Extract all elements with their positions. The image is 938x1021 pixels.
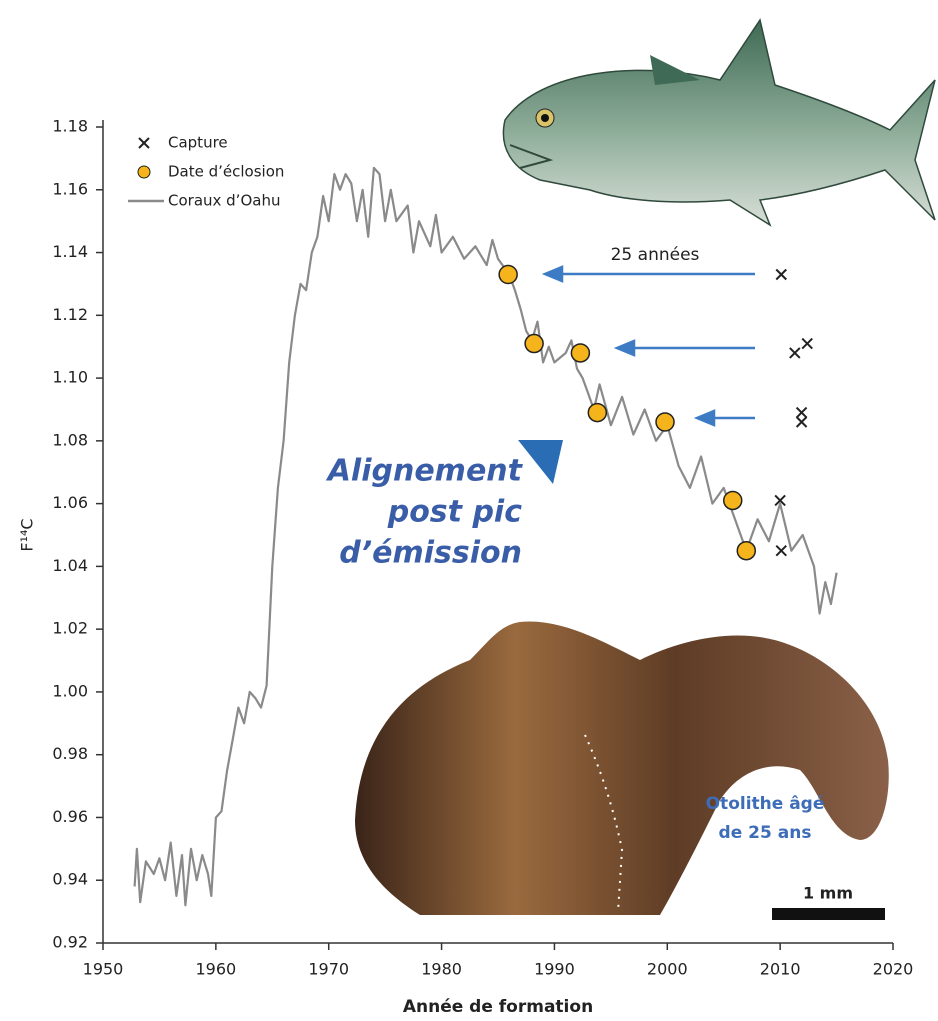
y-tick-label: 0.98 xyxy=(52,744,88,763)
y-tick-label: 1.12 xyxy=(52,305,88,324)
hatch-point xyxy=(570,343,591,363)
capture-point xyxy=(795,416,808,428)
x-tick-label: 2010 xyxy=(760,960,801,979)
y-tick-label: 0.96 xyxy=(52,807,88,826)
coral-line xyxy=(133,166,838,907)
arrows xyxy=(518,265,755,484)
y-tick-label: 0.92 xyxy=(52,933,88,952)
fish-illustration xyxy=(502,18,936,227)
legend-label: Date d’éclosion xyxy=(168,163,284,181)
legend-symbol xyxy=(137,165,151,179)
capture-point xyxy=(775,544,787,557)
y-tick-label: 1.04 xyxy=(52,556,88,575)
otolith-illustration xyxy=(355,621,889,915)
y-tick-label: 1.10 xyxy=(52,368,88,387)
x-tick-label: 1970 xyxy=(308,960,349,979)
legend-label: Capture xyxy=(168,134,228,152)
hatch-point xyxy=(655,412,675,432)
y-axis-label: F¹⁴C xyxy=(18,518,37,551)
annotation: Alignement xyxy=(326,454,524,489)
hatch-point xyxy=(736,540,757,561)
annotation: 1 mm xyxy=(803,884,853,903)
y-tick-label: 1.14 xyxy=(52,242,88,261)
hatch-point xyxy=(524,333,544,354)
x-tick-label: 1960 xyxy=(195,960,236,979)
x-tick-label: 2000 xyxy=(647,960,688,979)
y-tick-label: 1.02 xyxy=(52,619,88,638)
annotation: d’émission xyxy=(339,536,522,571)
scale-bar xyxy=(772,908,885,920)
hatch-point xyxy=(722,490,743,511)
capture-point xyxy=(801,337,813,350)
hatch-point xyxy=(498,264,518,285)
y-tick-label: 1.00 xyxy=(52,681,88,700)
y-tick-label: 1.06 xyxy=(52,493,88,512)
x-tick-label: 1950 xyxy=(83,960,124,979)
legend-symbol xyxy=(138,137,150,149)
y-tick-label: 1.16 xyxy=(52,179,88,198)
annotation: Otolithe âgé xyxy=(706,794,825,814)
y-tick-label: 1.18 xyxy=(52,117,88,136)
legend-label: Coraux d’Oahu xyxy=(168,192,280,210)
capture-point xyxy=(775,268,787,281)
x-tick-label: 1980 xyxy=(421,960,462,979)
x-tick-label: 1990 xyxy=(534,960,575,979)
x-axis-label: Année de formation xyxy=(403,997,593,1017)
capture-point xyxy=(795,406,808,419)
y-tick-label: 1.08 xyxy=(52,430,88,449)
y-tick-label: 0.94 xyxy=(52,870,88,889)
annotation: post pic xyxy=(387,495,522,530)
annotation: de 25 ans xyxy=(719,823,812,843)
capture-point xyxy=(774,494,786,507)
annotation: 25 années xyxy=(611,245,700,265)
x-tick-label: 2020 xyxy=(873,960,914,979)
hatch-point xyxy=(587,402,608,423)
capture-point xyxy=(789,347,801,359)
